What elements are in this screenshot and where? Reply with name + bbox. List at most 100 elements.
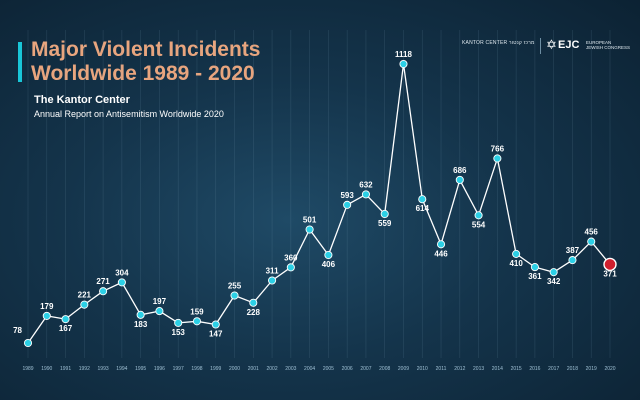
x-tick-label-2015: 2015 xyxy=(511,366,522,372)
x-tick-label-2005: 2005 xyxy=(323,366,334,372)
data-point-1997 xyxy=(174,318,183,327)
data-point-2015 xyxy=(512,249,521,258)
data-label-2000: 255 xyxy=(228,282,242,291)
kantor-center-logo: KANTOR CENTER מרכז קנטור xyxy=(462,40,535,46)
data-label-1993: 271 xyxy=(96,277,110,286)
data-label-1991: 167 xyxy=(59,324,73,333)
data-label-2014: 766 xyxy=(491,144,505,153)
data-point-2020 xyxy=(603,257,617,272)
x-axis-tick-labels: 1989 1990 1991 1992 1993 1994 1995 1996 1997 1998… xyxy=(22,366,615,372)
data-point-2018 xyxy=(568,256,577,265)
series-line xyxy=(27,63,611,344)
kantor-center-logo-hebrew: מרכז קנטור xyxy=(508,40,535,46)
data-label-2012: 686 xyxy=(453,166,467,175)
data-point-1991 xyxy=(61,315,70,324)
ejc-logo-sub1: EUROPEAN xyxy=(586,40,612,45)
x-tick-label-2017: 2017 xyxy=(548,366,559,372)
data-label-2016: 361 xyxy=(528,272,542,281)
x-tick-label-1989: 1989 xyxy=(22,366,33,372)
data-label-2015: 410 xyxy=(509,259,523,268)
data-label-1989: 78 xyxy=(13,326,22,335)
data-label-2005: 406 xyxy=(322,260,336,269)
gridlines xyxy=(27,30,611,358)
x-tick-label-1991: 1991 xyxy=(60,366,71,372)
x-tick-label-2011: 2011 xyxy=(436,366,447,372)
x-tick-label-1990: 1990 xyxy=(41,366,52,372)
x-tick-label-2014: 2014 xyxy=(492,366,503,372)
data-point-2007 xyxy=(361,190,370,199)
data-point-1993 xyxy=(99,287,108,296)
x-tick-label-2012: 2012 xyxy=(454,366,465,372)
data-points xyxy=(23,59,617,348)
data-point-2017 xyxy=(549,268,558,277)
data-point-1995 xyxy=(136,310,145,319)
x-tick-label-2007: 2007 xyxy=(360,366,371,372)
data-label-1999: 147 xyxy=(209,329,223,338)
x-tick-label-2020: 2020 xyxy=(604,366,615,372)
data-label-2004: 501 xyxy=(303,216,317,225)
x-tick-label-2000: 2000 xyxy=(229,366,240,372)
kantor-center-logo-text: KANTOR CENTER xyxy=(462,40,508,46)
x-tick-label-1995: 1995 xyxy=(135,366,146,372)
x-tick-label-2002: 2002 xyxy=(267,366,278,372)
star-of-david-icon: ✡ xyxy=(546,37,557,52)
data-point-1996 xyxy=(155,307,164,316)
x-tick-label-2006: 2006 xyxy=(342,366,353,372)
x-tick-label-2013: 2013 xyxy=(473,366,484,372)
data-labels: 78 179 167 221 271 304 183 197 153 159 147 255 228 31… xyxy=(13,50,617,338)
data-point-2010 xyxy=(418,195,427,204)
data-point-1992 xyxy=(80,300,89,309)
x-tick-label-1994: 1994 xyxy=(116,366,127,372)
chart-subtitle: The Kantor Center xyxy=(34,94,130,106)
data-point-2006 xyxy=(343,200,352,209)
data-label-1992: 221 xyxy=(78,291,92,300)
chart-title-line2: Worldwide 1989 - 2020 xyxy=(31,62,255,85)
data-point-2014 xyxy=(493,154,502,163)
data-label-2020: 371 xyxy=(603,269,617,278)
x-tick-label-2003: 2003 xyxy=(285,366,296,372)
x-tick-label-1996: 1996 xyxy=(154,366,165,372)
data-label-2002: 311 xyxy=(266,266,279,275)
data-label-1990: 179 xyxy=(40,302,54,311)
data-label-2019: 456 xyxy=(585,228,599,237)
x-tick-label-2018: 2018 xyxy=(567,366,578,372)
x-tick-label-1999: 1999 xyxy=(210,366,221,372)
data-label-2001: 228 xyxy=(247,308,261,317)
logo-separator xyxy=(540,38,541,54)
data-label-1998: 159 xyxy=(190,307,204,316)
x-tick-label-1997: 1997 xyxy=(173,366,184,372)
data-point-2001 xyxy=(249,298,258,307)
data-label-1995: 183 xyxy=(134,320,148,329)
data-label-2008: 559 xyxy=(378,219,392,228)
data-point-1989 xyxy=(23,338,33,348)
x-tick-label-2009: 2009 xyxy=(398,366,409,372)
data-point-2012 xyxy=(455,175,464,184)
data-label-2018: 387 xyxy=(566,246,580,255)
chart-source: Annual Report on Antisemitism Worldwide … xyxy=(34,109,224,119)
data-point-2013 xyxy=(474,211,483,220)
data-label-1994: 304 xyxy=(115,268,129,277)
data-point-1998 xyxy=(192,317,202,326)
data-point-2003 xyxy=(286,263,295,272)
ejc-logo-sub2: JEWISH CONGRESS xyxy=(586,45,631,50)
data-point-1994 xyxy=(117,278,126,287)
x-tick-label-2008: 2008 xyxy=(379,366,390,372)
data-point-1990 xyxy=(42,311,51,320)
data-label-1997: 153 xyxy=(172,328,186,337)
x-tick-label-2010: 2010 xyxy=(417,366,428,372)
data-point-2004 xyxy=(305,225,314,234)
title-accent-bar xyxy=(18,42,22,82)
data-label-2006: 593 xyxy=(340,191,354,200)
ejc-logo-subtitle: EUROPEAN JEWISH CONGRESS xyxy=(586,40,636,50)
x-tick-label-2004: 2004 xyxy=(304,366,315,372)
x-tick-label-1998: 1998 xyxy=(191,366,202,372)
ejc-logo: EJC xyxy=(558,39,580,51)
data-point-2005 xyxy=(324,250,333,260)
x-tick-label-1993: 1993 xyxy=(98,366,109,372)
data-label-2010: 614 xyxy=(416,204,430,213)
x-tick-label-1992: 1992 xyxy=(79,366,90,372)
data-point-1999 xyxy=(211,320,220,329)
series-line-group xyxy=(27,63,611,344)
data-point-2019 xyxy=(587,237,596,246)
x-tick-label-2019: 2019 xyxy=(586,366,597,372)
